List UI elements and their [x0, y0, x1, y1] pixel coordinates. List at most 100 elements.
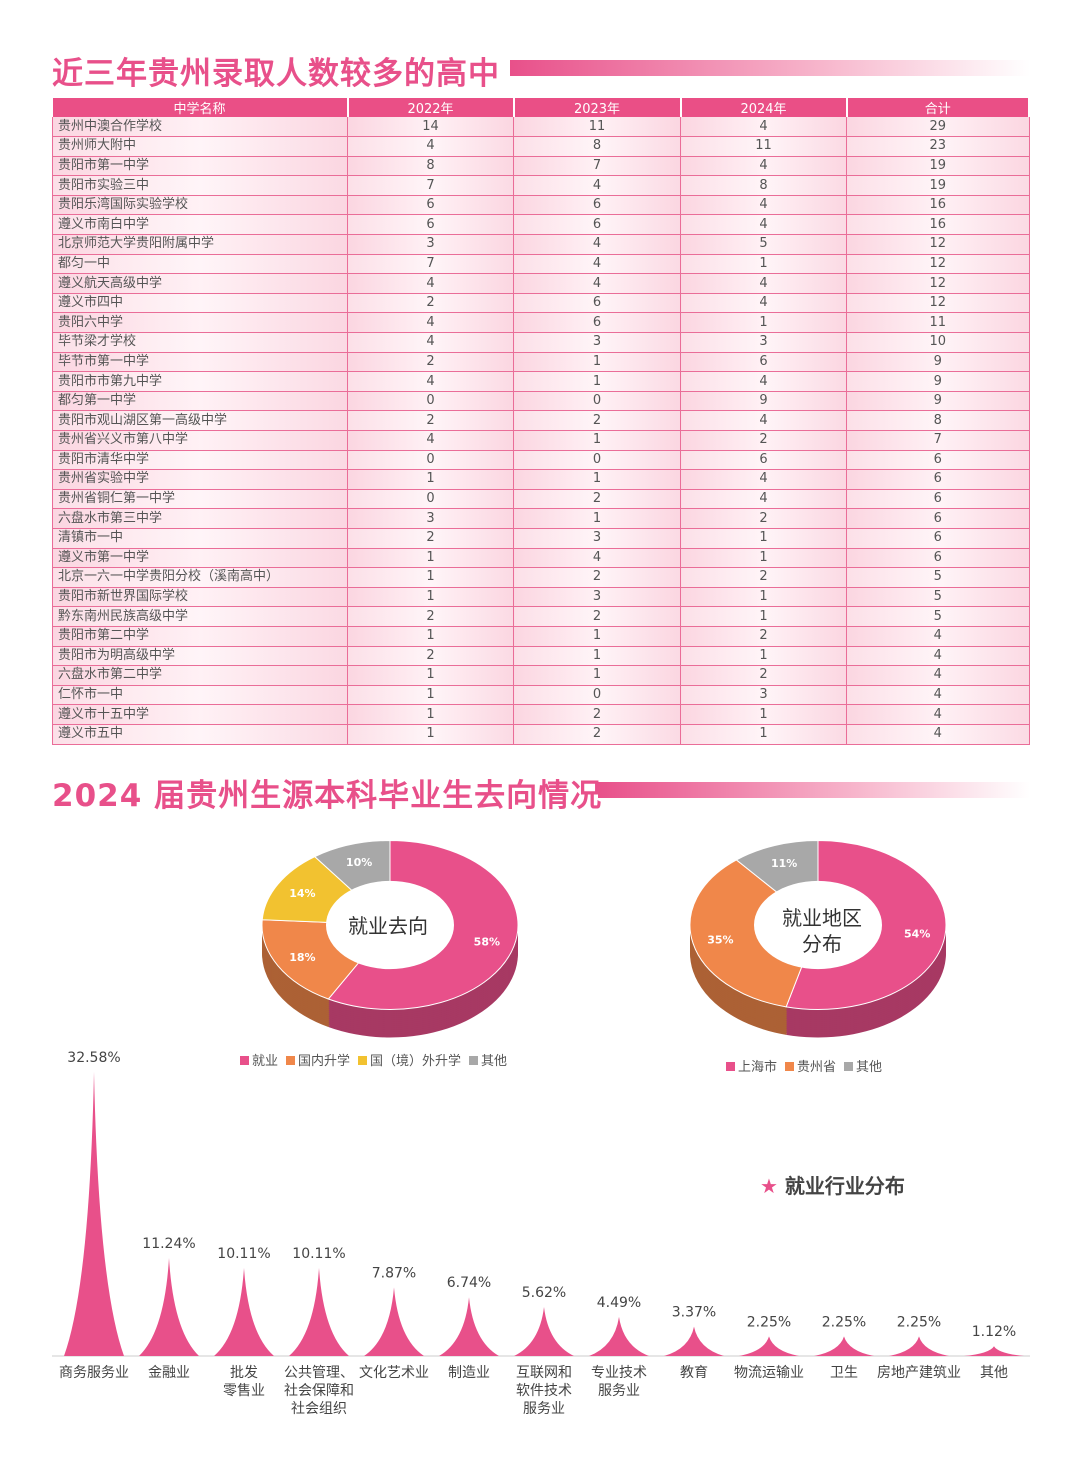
- count-cell: 4: [513, 254, 681, 275]
- school-name-cell: 贵州省兴义市第八中学: [52, 430, 348, 451]
- count-cell: 2: [347, 646, 514, 667]
- count-cell: 1: [513, 626, 681, 647]
- count-cell: 1: [513, 352, 681, 373]
- count-cell: 3: [513, 587, 681, 608]
- count-cell: 6: [680, 450, 847, 471]
- section1-title: 近三年贵州录取人数较多的高中: [52, 56, 500, 92]
- count-cell: 0: [513, 450, 681, 471]
- table-row: 贵阳市为明高级中学 2 1 1 4: [52, 646, 1030, 667]
- count-cell: 0: [347, 450, 514, 471]
- count-cell: 5: [680, 234, 847, 255]
- table-row: 贵阳市第二中学 1 1 2 4: [52, 626, 1030, 647]
- pie-slice-label: 58%: [474, 935, 500, 948]
- table-row: 贵阳乐湾国际实验学校 6 6 4 16: [52, 195, 1030, 216]
- table-row: 贵阳六中学 4 6 1 11: [52, 312, 1030, 334]
- count-cell: 2: [347, 352, 514, 373]
- count-cell: 1: [347, 469, 514, 490]
- count-cell: 12: [846, 254, 1030, 275]
- count-cell: 19: [846, 175, 1030, 196]
- count-cell: 6: [846, 450, 1030, 471]
- legend-label: 就业: [252, 1054, 279, 1069]
- pie-slice-label: 10%: [346, 856, 372, 869]
- table-row: 仁怀市一中 1 0 3 4: [52, 685, 1030, 706]
- pie1-legend: 就业 国内升学 国（境）外升学 其他: [240, 1050, 507, 1069]
- school-name-cell: 北京一六一中学贵阳分校（溪南高中）: [52, 567, 348, 588]
- table-row: 贵阳市清华中学 0 0 6 6: [52, 450, 1030, 471]
- count-cell: 12: [846, 273, 1030, 294]
- count-cell: 6: [347, 195, 514, 216]
- count-cell: 4: [347, 332, 514, 353]
- count-cell: 4: [513, 548, 681, 569]
- school-name-cell: 毕节市第一中学: [52, 352, 348, 373]
- column-header: 中学名称: [52, 98, 349, 117]
- count-cell: 6: [680, 352, 847, 373]
- table-row: 贵阳市第一中学 8 7 4 19: [52, 156, 1030, 177]
- count-cell: 2: [347, 293, 514, 314]
- count-cell: 4: [680, 410, 847, 431]
- school-name-cell: 黔东南州民族高级中学: [52, 606, 348, 627]
- count-cell: 1: [680, 704, 847, 725]
- table-row: 北京师范大学贵阳附属中学 3 4 5 12: [52, 234, 1030, 255]
- donut-hole: [326, 880, 454, 970]
- count-cell: 1: [680, 606, 847, 627]
- school-name-cell: 贵阳市市第九中学: [52, 371, 348, 392]
- table-row: 贵州省实验中学 1 1 4 6: [52, 469, 1030, 490]
- count-cell: 0: [347, 391, 514, 412]
- table-row: 都匀第一中学 0 0 9 9: [52, 391, 1030, 412]
- table-row: 清镇市一中 2 3 1 6: [52, 528, 1030, 549]
- count-cell: 6: [347, 214, 514, 236]
- count-cell: 1: [513, 646, 681, 667]
- count-cell: 4: [846, 724, 1030, 745]
- count-cell: 3: [347, 234, 514, 255]
- count-cell: 1: [347, 567, 514, 588]
- donut-hole: [754, 880, 882, 970]
- count-cell: 4: [846, 685, 1030, 706]
- title-decor-bar-2: [598, 782, 1030, 798]
- table-row: 六盘水市第三中学 3 1 2 6: [52, 508, 1030, 529]
- count-cell: 4: [846, 665, 1030, 686]
- school-name-cell: 贵阳市观山湖区第一高级中学: [52, 410, 348, 431]
- school-name-cell: 贵州中澳合作学校: [52, 117, 348, 138]
- legend-label: 国内升学: [298, 1054, 351, 1069]
- count-cell: 11: [513, 117, 681, 138]
- count-cell: 5: [846, 587, 1030, 608]
- pie-slice-label: 14%: [289, 887, 315, 900]
- school-name-cell: 六盘水市第二中学: [52, 665, 348, 686]
- school-name-cell: 贵阳市实验三中: [52, 175, 348, 196]
- count-cell: 0: [347, 489, 514, 510]
- count-cell: 9: [680, 391, 847, 412]
- count-cell: 4: [347, 371, 514, 392]
- count-cell: 4: [680, 214, 847, 236]
- count-cell: 1: [513, 371, 681, 392]
- count-cell: 1: [513, 665, 681, 686]
- pie-slice: [689, 859, 819, 1008]
- schools-table: 中学名称 2022年 2023年 2024年 合计 贵州中澳合作学校 14 11 4 29 贵州师…: [52, 98, 1030, 745]
- count-cell: 3: [347, 508, 514, 529]
- count-cell: 1: [680, 724, 847, 745]
- count-cell: 4: [347, 312, 514, 334]
- school-name-cell: 遵义市四中: [52, 293, 348, 314]
- table-row: 都匀一中 7 4 1 12: [52, 254, 1030, 275]
- count-cell: 1: [347, 626, 514, 647]
- table-row: 贵州中澳合作学校 14 11 4 29: [52, 117, 1030, 138]
- count-cell: 12: [846, 234, 1030, 255]
- school-name-cell: 贵阳乐湾国际实验学校: [52, 195, 348, 216]
- count-cell: 1: [347, 685, 514, 706]
- count-cell: 12: [846, 293, 1030, 314]
- school-name-cell: 贵阳市第二中学: [52, 626, 348, 647]
- legend-item: 其他: [844, 1056, 882, 1075]
- count-cell: 2: [680, 508, 847, 529]
- count-cell: 9: [846, 371, 1030, 392]
- count-cell: 7: [846, 430, 1030, 451]
- count-cell: 6: [846, 528, 1030, 549]
- legend-item: 国内升学: [286, 1050, 350, 1069]
- legend-swatch: [785, 1062, 795, 1071]
- school-name-cell: 贵阳市清华中学: [52, 450, 348, 471]
- column-header: 2024年: [680, 98, 848, 117]
- count-cell: 19: [846, 156, 1030, 177]
- title-decor-bar: [510, 60, 1030, 76]
- legend-label: 国（境）外升学: [370, 1054, 462, 1069]
- count-cell: 2: [513, 704, 681, 725]
- legend-swatch: [240, 1056, 249, 1065]
